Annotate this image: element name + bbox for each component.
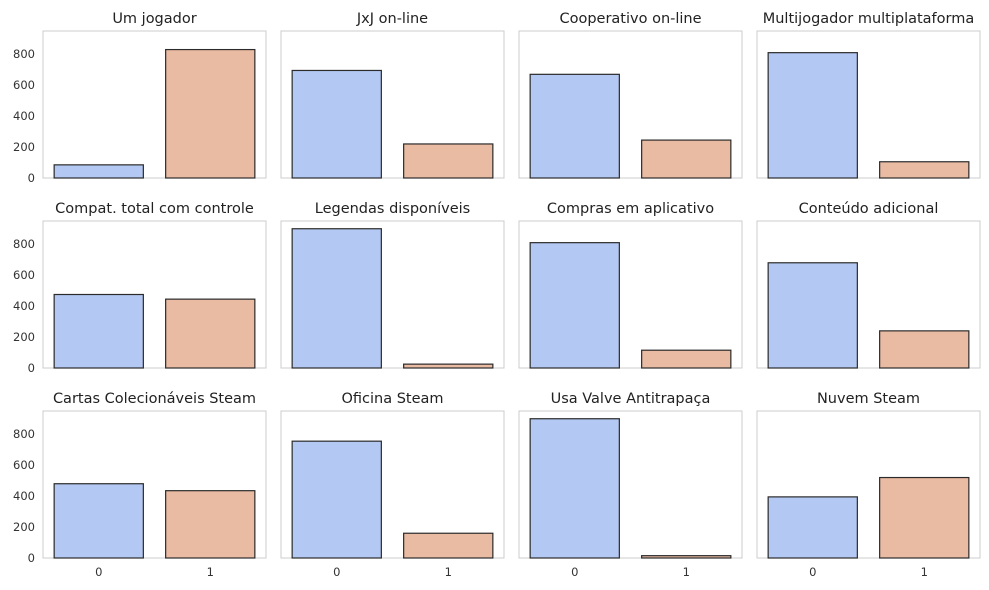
bar-1	[403, 143, 494, 179]
bar-0	[291, 228, 382, 369]
bar-1	[879, 161, 970, 179]
bar-0	[529, 73, 620, 179]
y-tick-label: 0	[28, 361, 35, 375]
bar-1	[403, 363, 494, 369]
x-tick-label: 0	[333, 565, 340, 579]
bar-0	[529, 242, 620, 369]
y-tick-label: 200	[13, 330, 35, 344]
panel-4: Multijogador multiplataforma	[756, 11, 981, 179]
y-tick-label: 600	[13, 268, 35, 282]
y-tick-label: 600	[13, 458, 35, 472]
y-tick-label: 400	[13, 489, 35, 503]
y-tick-label: 600	[13, 78, 35, 92]
x-tick-label: 1	[445, 565, 452, 579]
panel-title: Conteúdo adicional	[799, 201, 939, 217]
panel-6: Legendas disponíveis	[280, 201, 505, 369]
bar-1	[165, 48, 256, 179]
bar-1	[879, 330, 970, 369]
bar-0	[291, 69, 382, 179]
bar-0	[529, 418, 620, 559]
bar-0	[53, 483, 144, 559]
bar-1	[403, 532, 494, 559]
y-tick-label: 800	[13, 427, 35, 441]
bar-1	[165, 298, 256, 369]
x-tick-label: 1	[207, 565, 214, 579]
y-tick-label: 800	[13, 237, 35, 251]
panel-title: Multijogador multiplataforma	[763, 11, 975, 27]
bar-0	[767, 52, 858, 179]
bar-1	[641, 349, 732, 369]
bar-1	[165, 490, 256, 559]
panel-title: Compat. total com controle	[55, 201, 254, 217]
y-tick-label: 400	[13, 109, 35, 123]
bar-1	[879, 476, 970, 559]
y-tick-label: 200	[13, 140, 35, 154]
panel-5: Compat. total com controle 0 200 400 600 800	[13, 201, 267, 375]
panel-title: JxJ on-line	[356, 11, 428, 27]
y-tick-label: 800	[13, 47, 35, 61]
panel-title: Legendas disponíveis	[315, 201, 470, 217]
x-tick-label: 0	[571, 565, 578, 579]
panel-title: Um jogador	[112, 11, 196, 27]
x-tick-label: 0	[809, 565, 816, 579]
x-tick-label: 1	[683, 565, 690, 579]
panel-12: Nuvem Steam 0 1	[756, 391, 981, 579]
panel-7: Compras em aplicativo	[518, 201, 743, 369]
y-tick-label: 0	[28, 551, 35, 565]
panel-3: Cooperativo on-line	[518, 11, 743, 179]
panel-title: Cooperativo on-line	[559, 11, 701, 27]
bar-1	[641, 139, 732, 179]
bar-0	[53, 164, 144, 179]
panel-title: Nuvem Steam	[817, 391, 920, 407]
bar-0	[53, 293, 144, 369]
panel-10: Oficina Steam 0 1	[280, 391, 505, 579]
panel-8: Conteúdo adicional	[756, 201, 981, 369]
panel-title: Cartas Colecionáveis Steam	[53, 391, 256, 407]
bar-0	[767, 262, 858, 369]
panel-title: Oficina Steam	[341, 391, 443, 407]
panel-11: Usa Valve Antitrapaça 0 1	[518, 391, 743, 579]
y-tick-label: 400	[13, 299, 35, 313]
bar-0	[291, 440, 382, 559]
y-tick-label: 200	[13, 520, 35, 534]
x-tick-label: 0	[95, 565, 102, 579]
x-tick-label: 1	[921, 565, 928, 579]
panel-1: Um jogador 0 200 400 600 800	[13, 11, 267, 185]
panel-title: Compras em aplicativo	[547, 201, 714, 217]
panel-title: Usa Valve Antitrapaça	[551, 391, 711, 407]
panel-2: JxJ on-line	[280, 11, 505, 179]
panel-9: Cartas Colecionáveis Steam 0 200 400 600 800 0…	[13, 391, 267, 579]
bar-1	[641, 555, 732, 559]
y-tick-label: 0	[28, 171, 35, 185]
bar-0	[767, 496, 858, 559]
